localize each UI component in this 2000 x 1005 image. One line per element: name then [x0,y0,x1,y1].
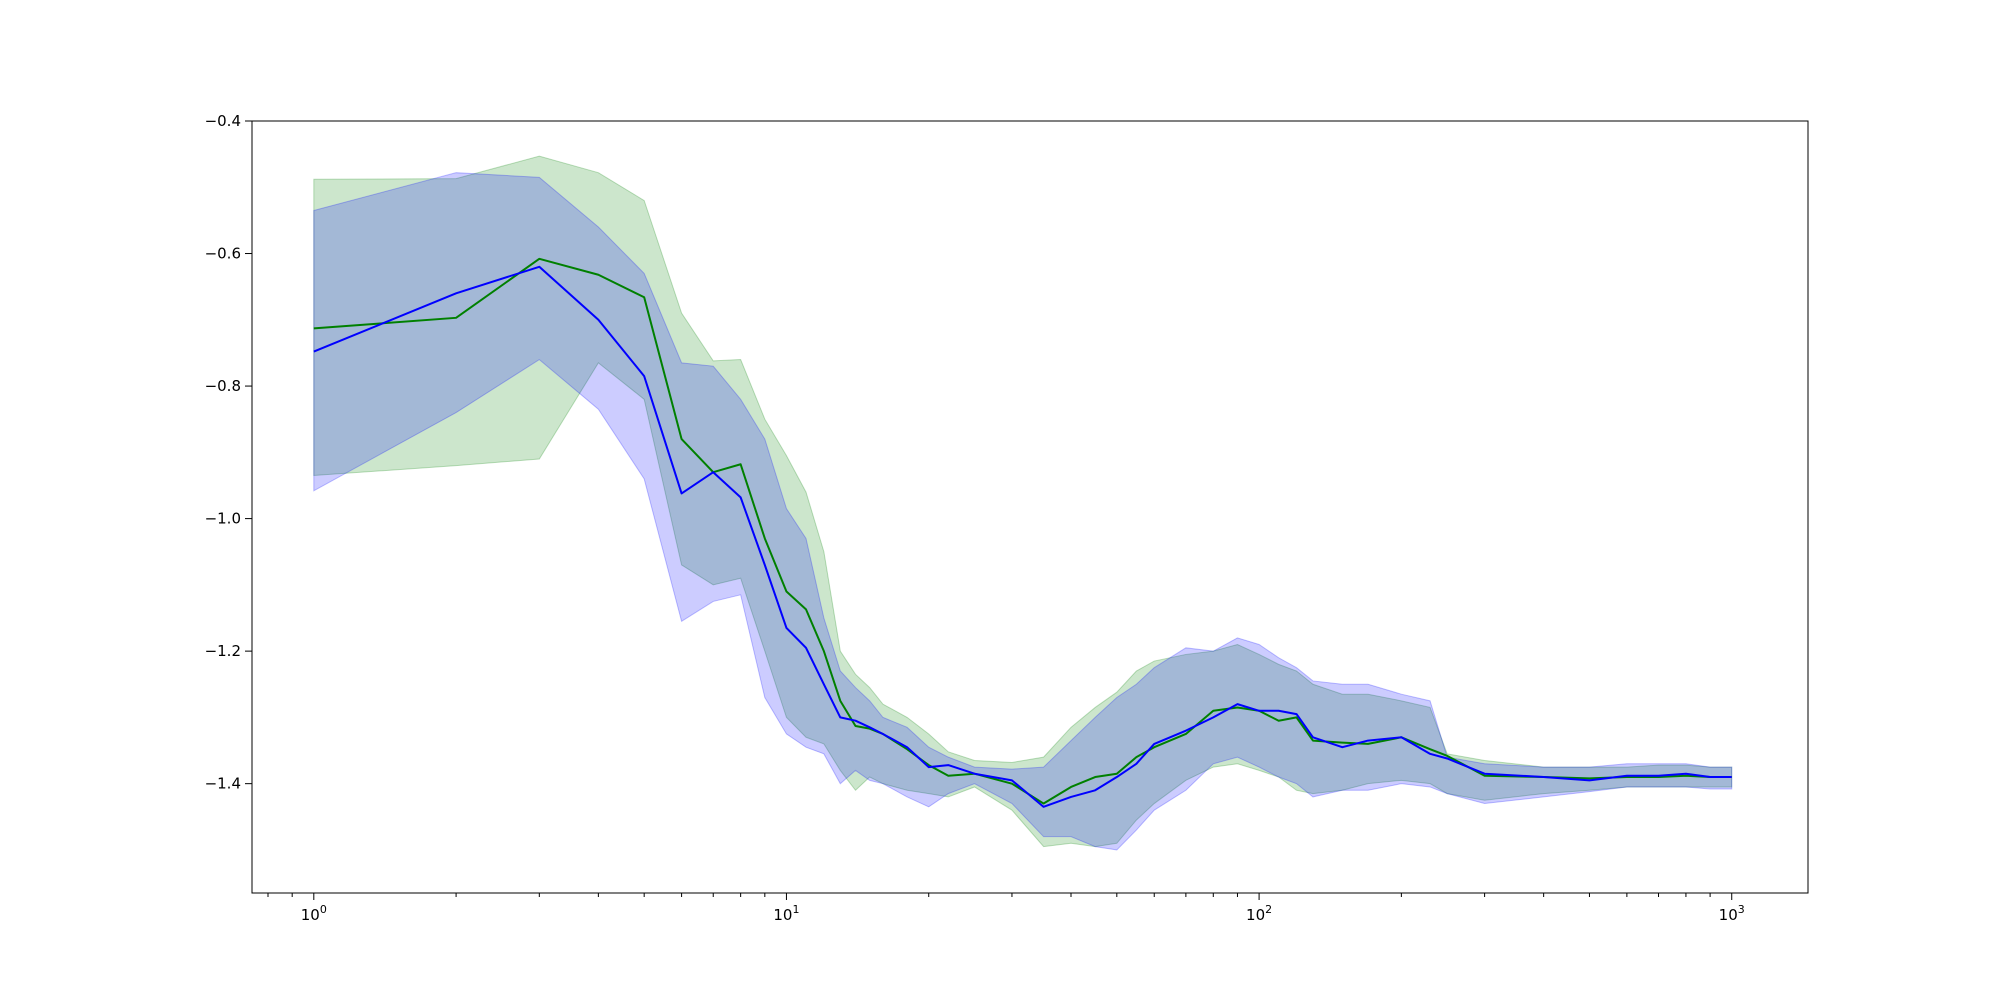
y-tick-label: −0.8 [205,377,241,395]
y-tick-label: −0.4 [205,112,241,130]
x-tick-label: 103 [1719,903,1745,924]
y-tick-label: −1.2 [205,642,241,660]
confidence-bands [313,155,1733,851]
series-2-band [313,172,1733,851]
x-axis: 100 101 102 103 [267,893,1745,924]
series-2-line [313,265,1732,808]
y-axis: −0.4 −0.6 −0.8 −1.0 −1.2 −1.4 [205,112,252,793]
x-tick-label: 102 [1246,903,1272,924]
y-tick-label: −0.6 [205,245,241,263]
plot-frame [251,120,1809,894]
series-1-line [313,257,1732,805]
x-tick-label: 100 [301,903,327,924]
y-tick-label: −1.0 [205,510,241,528]
y-tick-label: −1.4 [205,775,241,793]
series-lines [313,257,1732,808]
x-tick-label: 101 [773,903,799,924]
series-1-band [313,155,1733,848]
